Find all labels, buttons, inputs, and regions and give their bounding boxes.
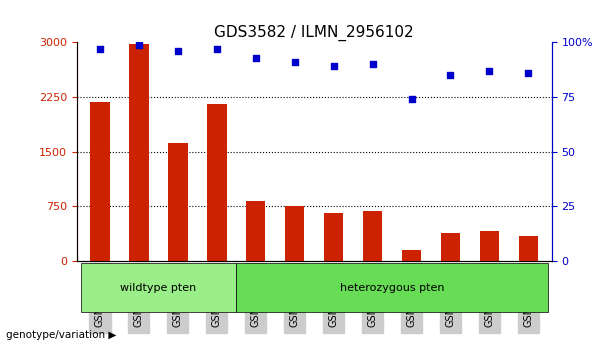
- Point: [329, 64, 338, 69]
- Bar: [402, 250, 421, 261]
- Point: [95, 46, 105, 52]
- Bar: [363, 211, 383, 261]
- Bar: [129, 44, 149, 261]
- Point: [446, 72, 455, 78]
- Bar: [519, 236, 538, 261]
- FancyBboxPatch shape: [80, 263, 236, 312]
- Bar: [441, 233, 460, 261]
- Point: [406, 96, 416, 102]
- Point: [173, 48, 183, 54]
- Point: [251, 55, 261, 61]
- Text: heterozygous pten: heterozygous pten: [340, 283, 444, 293]
- Bar: [90, 102, 110, 261]
- Point: [484, 68, 494, 74]
- Title: GDS3582 / ILMN_2956102: GDS3582 / ILMN_2956102: [215, 25, 414, 41]
- Bar: [324, 213, 343, 261]
- Text: wildtype pten: wildtype pten: [120, 283, 197, 293]
- Bar: [479, 231, 499, 261]
- Point: [134, 42, 144, 47]
- Bar: [207, 103, 227, 261]
- Bar: [285, 206, 305, 261]
- Point: [212, 46, 222, 52]
- Bar: [168, 143, 188, 261]
- Point: [290, 59, 300, 65]
- FancyBboxPatch shape: [236, 263, 548, 312]
- Point: [368, 62, 378, 67]
- Text: genotype/variation ▶: genotype/variation ▶: [6, 330, 116, 339]
- Bar: [246, 201, 265, 261]
- Point: [524, 70, 533, 76]
